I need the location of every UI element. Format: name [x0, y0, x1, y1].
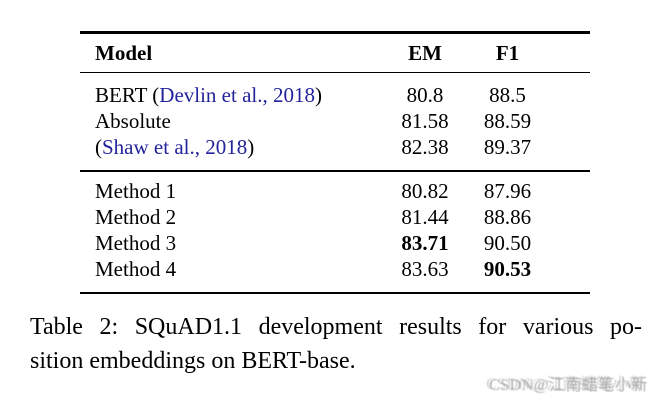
model-cell: Method 4 [95, 256, 177, 281]
em-cell: 81.58 [401, 109, 449, 133]
model-cell: Absolute [95, 109, 171, 133]
f1-cell: 88.86 [483, 204, 532, 229]
table-row: Method 3 83.71 90.50 [80, 230, 590, 256]
csdn-watermark: CSDN@江南蜡笔小新 [489, 377, 648, 394]
f1-cell: 87.96 [483, 178, 532, 203]
header-rule [80, 71, 590, 73]
model-cell: Method 3 [95, 230, 177, 255]
header-model: Model [95, 40, 153, 65]
table-row: Method 1 80.82 87.96 [80, 178, 590, 204]
table-row: BERT (Devlin et al., 2018) 80.8 88.5 [80, 82, 590, 108]
em-cell: 83.63 [401, 256, 449, 281]
table-row: Method 2 81.44 88.86 [80, 204, 590, 230]
f1-cell: 90.50 [483, 230, 532, 255]
f1-cell-best: 90.53 [483, 256, 532, 281]
em-cell: 82.38 [401, 135, 449, 159]
table-header-row: Model EM F1 [80, 34, 590, 72]
model-cell: BERT (Devlin et al., 2018) [80, 82, 390, 108]
em-cell: 80.8 [406, 83, 444, 107]
table-row: (Shaw et al., 2018) 82.38 89.37 [80, 134, 590, 160]
table-row: Absolute 81.58 88.59 [80, 108, 590, 134]
model-cell: Method 2 [95, 204, 177, 229]
table-row: Method 4 83.63 90.53 [80, 256, 590, 282]
model-cell: (Shaw et al., 2018) [80, 134, 390, 160]
em-cell: 80.82 [401, 178, 449, 203]
model-text: BERT ( [95, 83, 160, 107]
header-f1: F1 [495, 40, 520, 65]
model-text: ( [95, 135, 102, 159]
methods-group: Method 1 80.82 87.96 Method 2 81.44 88.8… [80, 172, 590, 292]
caption-line-1: Table 2: SQuAD1.1 development results fo… [30, 314, 642, 340]
citation-link-devlin[interactable]: Devlin et al., 2018 [159, 83, 315, 107]
f1-cell: 88.59 [483, 109, 532, 133]
model-text: ) [247, 135, 255, 159]
caption-line-2: sition embeddings on BERT-base. [30, 348, 356, 374]
model-text: ) [315, 83, 322, 107]
mid-rule [80, 170, 590, 172]
f1-cell: 88.5 [489, 83, 526, 107]
baseline-group: BERT (Devlin et al., 2018) 80.8 88.5 Abs… [80, 73, 590, 170]
header-em: EM [408, 40, 442, 65]
model-cell: Method 1 [95, 178, 177, 203]
em-cell: 81.44 [401, 204, 449, 229]
results-table: Model EM F1 BERT (Devlin et al., 2018) 8… [80, 31, 590, 294]
table-bottom-rule [80, 291, 590, 294]
table-top-rule [80, 31, 590, 34]
em-cell-best: 83.71 [401, 230, 449, 255]
table-caption: Table 2: SQuAD1.1 development results fo… [30, 310, 642, 378]
f1-cell: 89.37 [483, 135, 532, 159]
citation-link-shaw[interactable]: Shaw et al., 2018 [102, 135, 248, 159]
